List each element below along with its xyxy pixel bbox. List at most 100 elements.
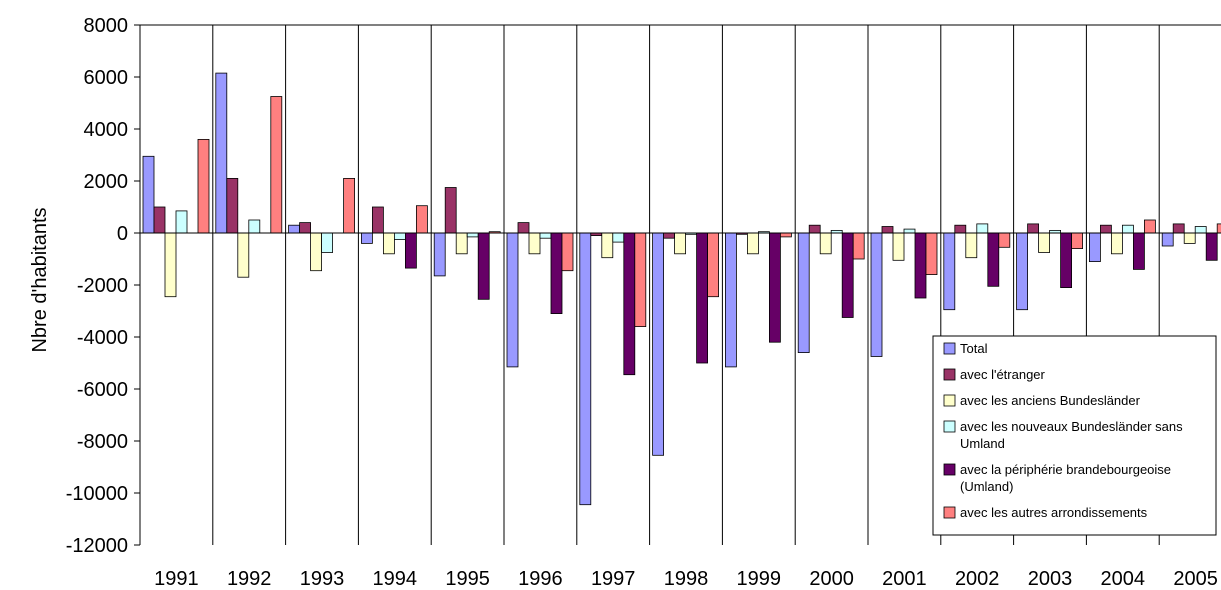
legend-swatch (943, 506, 956, 519)
bar-2003-series-5 (1060, 232, 1072, 288)
y-tick-label: 4000 (84, 119, 129, 141)
x-tick-label: 1994 (373, 568, 418, 590)
legend-label: avec les anciens Bundesländer (960, 393, 1141, 408)
axes: 8000 6000 4000 2000 0 -2000 -4000 -6000 -8000 -10… (66, 15, 1221, 590)
bar-2002-series-2 (954, 224, 967, 234)
bar-2002-series-1 (943, 232, 956, 311)
legend-label: avec les autres arrondissements (960, 505, 1148, 520)
y-tick-label: -8000 (77, 431, 128, 453)
x-tick-label: 1991 (154, 568, 199, 590)
bar-1991-series-3 (164, 232, 177, 298)
bar-1993-series-4 (321, 232, 334, 253)
bar-2000-series-3 (819, 232, 832, 255)
legend-label: Total (960, 341, 988, 356)
bar-1992-series-4 (248, 219, 261, 234)
x-tick-label: 2004 (1101, 568, 1146, 590)
bar-2004-series-3 (1111, 232, 1123, 255)
bar-1999-series-5 (769, 232, 781, 343)
bar-1995-series-1 (433, 232, 446, 277)
bar-2004-series-1 (1089, 232, 1101, 263)
y-tick-label: 0 (117, 223, 128, 245)
legend-swatch (943, 394, 956, 407)
bar-1994-series-4 (393, 232, 406, 240)
bar-2001-series-1 (870, 232, 883, 357)
bar-2004-series-2 (1100, 224, 1112, 234)
bar-1994-series-5 (404, 232, 417, 269)
bar-2002-series-4 (976, 223, 989, 234)
x-tick-label: 2001 (882, 568, 927, 590)
bar-1999-series-1 (725, 232, 737, 368)
bar-1992-series-2 (226, 177, 239, 234)
x-tick-label: 2000 (809, 568, 854, 590)
bar-1997-series-5 (623, 232, 636, 376)
bar-2001-series-6 (925, 232, 938, 275)
y-tick-label: 2000 (84, 171, 129, 193)
bar-1997-series-3 (601, 232, 614, 259)
bar-2005-series-3 (1183, 232, 1196, 244)
x-tick-label: 1999 (737, 568, 782, 590)
legend-label: avec l'étranger (960, 367, 1046, 382)
legend-box (932, 335, 1217, 536)
x-tick-label: 1992 (227, 568, 272, 590)
y-tick-label: 6000 (84, 67, 129, 89)
bar-1992-series-3 (237, 232, 250, 278)
bar-2005-series-2 (1172, 223, 1185, 234)
bar-1994-series-2 (371, 206, 384, 234)
x-tick-label: 1998 (664, 568, 709, 590)
bar-1993-series-6 (343, 177, 356, 234)
bar-2000-series-1 (797, 232, 810, 353)
legend-swatch (943, 368, 956, 381)
bar-1997-series-4 (612, 232, 625, 243)
x-tick-label: 1993 (300, 568, 345, 590)
bar-2000-series-5 (841, 232, 854, 318)
bar-1994-series-6 (415, 205, 428, 234)
legend-swatch (943, 342, 956, 355)
bar-1996-series-1 (506, 232, 519, 368)
bar-1995-series-5 (477, 232, 490, 300)
y-tick-label: -4000 (77, 327, 128, 349)
bar-1991-series-1 (142, 155, 155, 234)
x-tick-label: 2005 (1173, 568, 1218, 590)
bar-2001-series-3 (892, 232, 905, 261)
bar-1996-series-3 (528, 232, 541, 255)
bars (142, 72, 1221, 506)
legend-swatch (943, 463, 956, 476)
bar-2005-series-6 (1216, 223, 1221, 234)
bar-1996-series-6 (561, 232, 574, 272)
bar-1992-series-6 (270, 96, 283, 234)
legend-swatch (943, 420, 956, 433)
legend-label: avec la périphérie brandebourgeoise (Umla… (960, 462, 1171, 494)
bar-2003-series-2 (1027, 223, 1039, 234)
bar-1999-series-6 (780, 232, 792, 238)
bar-2000-series-2 (808, 224, 821, 234)
bar-2003-series-6 (1071, 232, 1083, 249)
bar-2000-series-6 (852, 232, 865, 260)
bar-1997-series-6 (634, 232, 647, 327)
bar-1998-series-2 (663, 232, 675, 239)
bar-1993-series-1 (288, 224, 301, 234)
y-axis-label: Nbre d'habitants (29, 207, 51, 352)
bar-1995-series-2 (444, 187, 457, 234)
bar-1991-series-2 (153, 206, 166, 234)
bar-1999-series-3 (747, 232, 759, 255)
y-tick-label: -12000 (66, 535, 128, 557)
bar-2004-series-4 (1122, 224, 1134, 234)
bar-2004-series-5 (1133, 232, 1145, 270)
y-tick-label: -6000 (77, 379, 128, 401)
bar-1994-series-1 (360, 232, 373, 244)
bar-1991-series-6 (197, 138, 210, 234)
bar-2001-series-4 (903, 228, 916, 234)
y-tick-label: -10000 (66, 483, 128, 505)
bar-1991-series-4 (175, 210, 188, 234)
bar-1994-series-3 (382, 232, 395, 255)
bar-2002-series-6 (998, 232, 1011, 248)
legend: Total avec l'étranger avec les anciens Bun… (932, 335, 1217, 536)
bar-2003-series-1 (1016, 232, 1028, 311)
bar-2003-series-3 (1038, 232, 1050, 253)
bar-2002-series-5 (987, 232, 1000, 287)
bar-1993-series-2 (299, 222, 312, 234)
bar-1992-series-1 (215, 72, 228, 234)
x-tick-label: 2002 (955, 568, 1000, 590)
bar-1995-series-4 (466, 232, 479, 238)
